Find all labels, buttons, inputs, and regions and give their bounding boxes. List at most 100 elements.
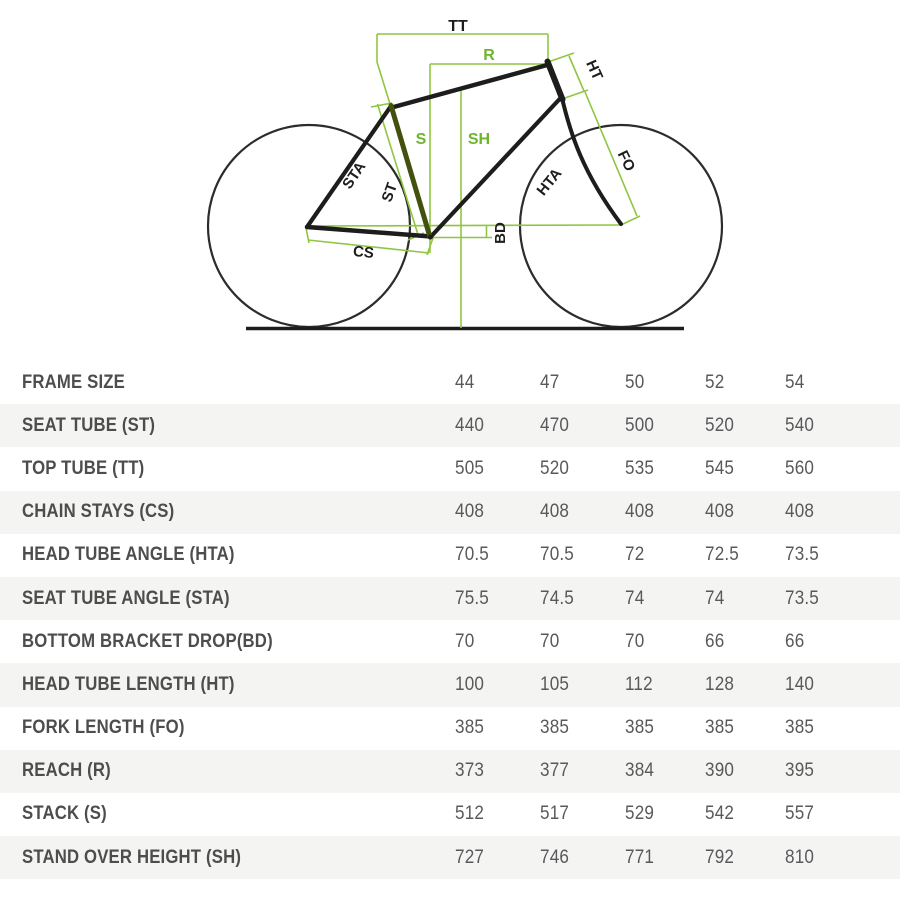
table-row: STACK (S) 512 517 529 542 557 <box>0 793 900 836</box>
row-value: 74 <box>625 587 645 609</box>
table-row: FRAME SIZE 44 47 50 52 54 <box>0 361 900 404</box>
row-value: 373 <box>455 760 485 782</box>
row-value: 540 <box>785 414 815 436</box>
row-value: 408 <box>705 501 735 523</box>
frame-down-tube <box>428 94 564 240</box>
row-label: CHAIN STAYS (CS) <box>22 501 175 523</box>
row-value: 390 <box>705 760 735 782</box>
row-label: SEAT TUBE (ST) <box>22 414 156 436</box>
row-value: 66 <box>785 630 805 652</box>
row-value: 112 <box>625 673 653 695</box>
row-value: 74.5 <box>540 587 575 609</box>
row-value: 727 <box>455 846 485 868</box>
row-value: 520 <box>540 457 570 479</box>
row-label: BOTTOM BRACKET DROP(BD) <box>22 630 273 652</box>
label-bb-drop: BD <box>492 222 509 244</box>
frame-head-tube <box>544 58 566 103</box>
frame-fork <box>560 96 623 226</box>
row-value: 44 <box>455 371 475 393</box>
table-row: HEAD TUBE ANGLE (HTA) 70.5 70.5 72 72.5 … <box>0 534 900 577</box>
row-value: 385 <box>705 717 735 739</box>
table-row: CHAIN STAYS (CS) 408 408 408 408 408 <box>0 490 900 534</box>
row-value: 792 <box>705 846 735 868</box>
label-top-tube: TT <box>448 18 468 35</box>
table-row: REACH (R) 373 377 384 390 395 <box>0 749 900 793</box>
ht-dimension-line <box>568 55 585 92</box>
row-value: 100 <box>455 673 485 695</box>
frame-chain-stay <box>304 224 434 239</box>
row-value: 385 <box>540 717 570 739</box>
row-value: 542 <box>705 803 735 825</box>
row-value: 384 <box>625 760 655 782</box>
row-value: 73.5 <box>785 587 820 609</box>
st-tick-top <box>370 102 393 108</box>
table-row: SEAT TUBE (ST) 440 470 500 520 540 <box>0 404 900 448</box>
row-value: 505 <box>455 457 485 479</box>
bottom-bracket-point <box>428 234 433 240</box>
bike-geometry-diagram: TT R S SH STA ST HT FO HTA BD CS <box>0 0 900 361</box>
label-stand-over: SH <box>468 131 490 148</box>
row-value: 395 <box>785 760 815 782</box>
row-value: 512 <box>455 803 485 825</box>
row-value: 557 <box>785 803 815 825</box>
label-chain-stays: CS <box>352 243 375 262</box>
row-value: 517 <box>540 803 570 825</box>
row-value: 520 <box>705 414 735 436</box>
row-value: 128 <box>705 673 735 695</box>
row-label: TOP TUBE (TT) <box>22 457 145 479</box>
label-stack: S <box>416 131 427 148</box>
frame-seat-tube <box>388 103 433 240</box>
row-value: 75.5 <box>455 587 490 609</box>
row-value: 560 <box>785 457 815 479</box>
row-label: FORK LENGTH (FO) <box>22 717 185 739</box>
row-value: 385 <box>625 717 655 739</box>
row-value: 74 <box>705 587 725 609</box>
table-row: FORK LENGTH (FO) 385 385 385 385 385 <box>0 707 900 750</box>
st-dimension-line <box>376 103 419 234</box>
row-value: 72 <box>625 544 645 566</box>
row-value: 70.5 <box>540 544 575 566</box>
row-value: 500 <box>625 414 655 436</box>
row-value: 408 <box>625 501 655 523</box>
table-row: TOP TUBE (TT) 505 520 535 545 560 <box>0 447 900 490</box>
row-label: STACK (S) <box>22 803 107 825</box>
row-value: 72.5 <box>705 544 740 566</box>
cs-tick-left <box>305 227 310 244</box>
label-head-tube: HT <box>582 58 606 83</box>
table-row: BOTTOM BRACKET DROP(BD) 70 70 70 66 66 <box>0 620 900 663</box>
row-value: 771 <box>625 846 655 868</box>
row-value: 385 <box>785 717 815 739</box>
fo-tick-bottom <box>620 215 641 226</box>
row-value: 385 <box>455 717 485 739</box>
row-value: 535 <box>625 457 655 479</box>
row-value: 377 <box>540 760 570 782</box>
row-label: STAND OVER HEIGHT (SH) <box>22 846 242 868</box>
row-value: 408 <box>785 501 815 523</box>
row-label: HEAD TUBE LENGTH (HT) <box>22 673 235 695</box>
cs-tick-right <box>426 237 434 256</box>
row-value: 73.5 <box>785 544 820 566</box>
row-value: 746 <box>540 846 570 868</box>
row-label: FRAME SIZE <box>22 371 126 393</box>
row-value: 408 <box>540 501 570 523</box>
row-label: HEAD TUBE ANGLE (HTA) <box>22 544 235 566</box>
row-value: 50 <box>625 371 645 393</box>
row-value: 52 <box>705 371 725 393</box>
label-reach: R <box>483 47 495 64</box>
row-value: 47 <box>540 371 560 393</box>
geometry-svg: TT R S SH STA ST HT FO HTA BD CS <box>206 18 724 331</box>
ht-tick-top <box>547 52 575 63</box>
label-seat-tube: ST <box>379 181 402 205</box>
row-value: 70 <box>455 630 475 652</box>
ht-tick-bottom <box>561 89 589 100</box>
row-value: 54 <box>785 371 805 393</box>
table-row: HEAD TUBE LENGTH (HT) 100 105 112 128 14… <box>0 663 900 707</box>
frame-top-tube <box>387 62 552 111</box>
table-row: STAND OVER HEIGHT (SH) 727 746 771 792 8… <box>0 836 900 880</box>
row-value: 70 <box>540 630 560 652</box>
row-value: 810 <box>785 846 815 868</box>
row-value: 408 <box>455 501 485 523</box>
label-head-tube-angle: HTA <box>534 165 566 199</box>
table-row: SEAT TUBE ANGLE (STA) 75.5 74.5 74 74 73… <box>0 576 900 621</box>
tt-extension-left <box>376 61 391 105</box>
